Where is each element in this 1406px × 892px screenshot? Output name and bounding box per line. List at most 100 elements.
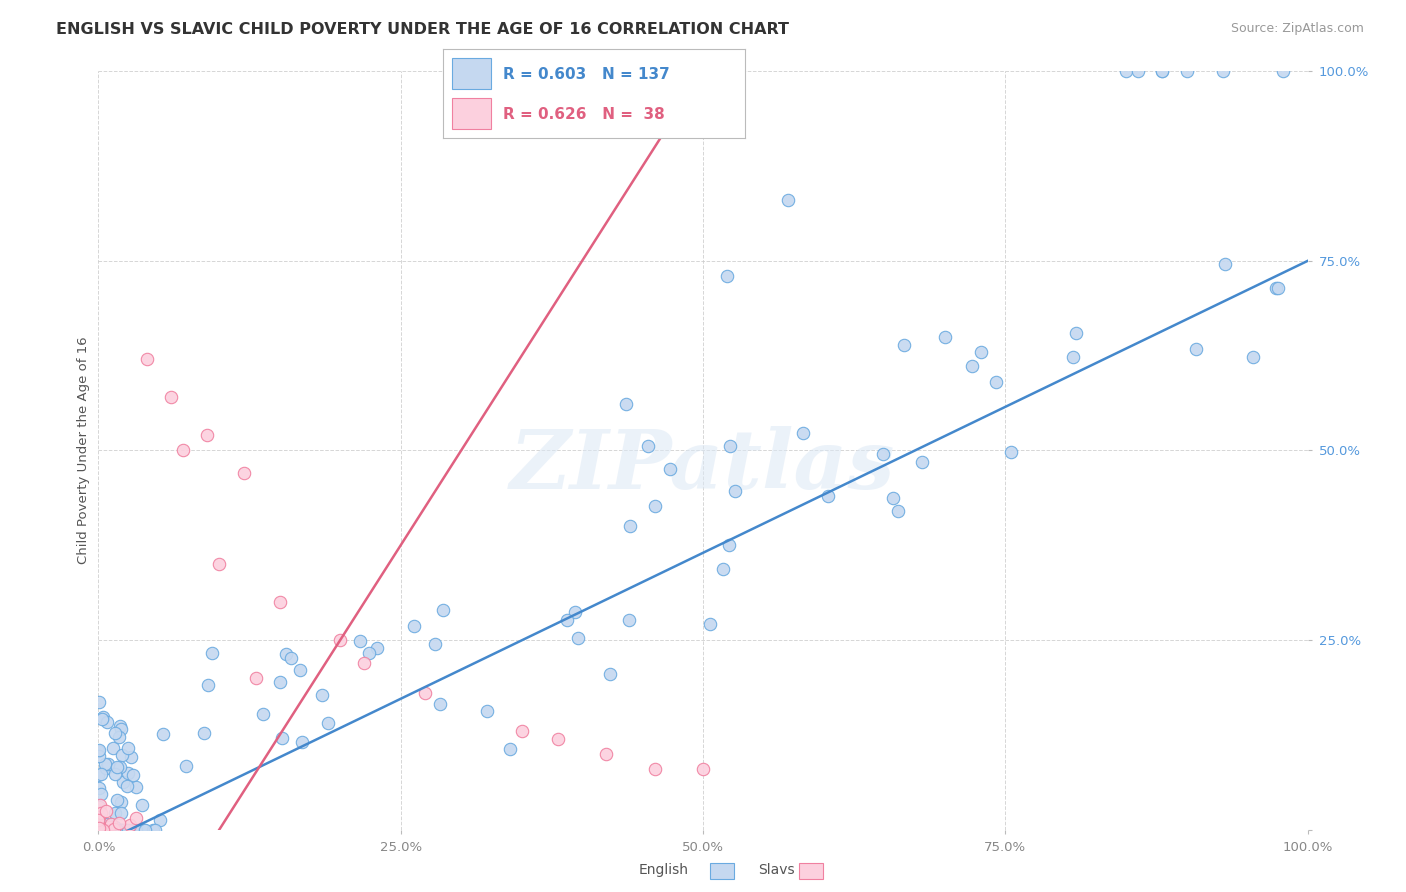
Point: [353, 656, 375, 670]
Point: [87, 813, 110, 827]
Point: [96, 822, 118, 837]
Point: [617, 613, 640, 627]
Point: [201, 646, 224, 660]
Point: [94, 761, 117, 775]
Point: [94, 822, 117, 837]
Point: [195, 428, 218, 442]
Point: [882, 491, 904, 506]
Point: [105, 822, 128, 837]
Text: English: English: [638, 863, 689, 877]
Point: [280, 651, 302, 665]
Point: [291, 735, 314, 749]
Point: [970, 344, 993, 359]
Point: [288, 663, 311, 677]
FancyBboxPatch shape: [451, 58, 491, 89]
Point: [94, 761, 117, 775]
Point: [174, 758, 197, 772]
Point: [125, 811, 148, 825]
Point: [475, 705, 498, 719]
Point: [1212, 64, 1234, 78]
Y-axis label: Child Poverty Under the Age of 16: Child Poverty Under the Age of 16: [77, 336, 90, 565]
Point: [120, 750, 142, 764]
Point: [97, 822, 120, 837]
Point: [97, 757, 120, 772]
Point: [366, 641, 388, 656]
Point: [104, 725, 127, 739]
Point: [93, 822, 115, 837]
Text: ENGLISH VS SLAVIC CHILD POVERTY UNDER THE AGE OF 16 CORRELATION CHART: ENGLISH VS SLAVIC CHILD POVERTY UNDER TH…: [56, 22, 789, 37]
Point: [208, 557, 231, 572]
Point: [1066, 326, 1088, 340]
Point: [316, 716, 339, 731]
Point: [125, 780, 148, 794]
Point: [269, 675, 291, 690]
Point: [87, 822, 110, 837]
Point: [172, 443, 194, 458]
Point: [547, 731, 569, 746]
Point: [817, 489, 839, 503]
Point: [1241, 351, 1264, 365]
Point: [792, 425, 814, 440]
Point: [429, 697, 451, 711]
Point: [718, 439, 741, 453]
Point: [716, 269, 738, 284]
Point: [108, 719, 131, 733]
Point: [103, 822, 125, 837]
Point: [89, 819, 111, 833]
Text: Slavs: Slavs: [758, 863, 794, 877]
Point: [423, 637, 446, 651]
Point: [121, 822, 143, 837]
Point: [107, 793, 129, 807]
Point: [115, 822, 138, 837]
Point: [87, 781, 110, 796]
Point: [692, 762, 714, 776]
Point: [934, 330, 956, 344]
Point: [96, 817, 118, 831]
Point: [131, 797, 153, 812]
Point: [349, 634, 371, 648]
Point: [555, 614, 578, 628]
Point: [152, 726, 174, 740]
Point: [271, 731, 294, 745]
Point: [87, 820, 110, 834]
Point: [94, 756, 117, 771]
Point: [887, 503, 910, 517]
Point: [110, 795, 132, 809]
Point: [1152, 64, 1174, 78]
Point: [510, 724, 533, 739]
Point: [89, 822, 111, 837]
Point: [118, 818, 141, 832]
Point: [97, 822, 120, 837]
Point: [595, 747, 617, 761]
Point: [97, 820, 120, 834]
Point: [94, 804, 117, 818]
Point: [1115, 64, 1137, 78]
Point: [104, 805, 127, 820]
Point: [110, 806, 132, 821]
Point: [117, 741, 139, 756]
Point: [90, 822, 112, 836]
Point: [87, 822, 110, 837]
Point: [87, 821, 110, 835]
Point: [644, 500, 666, 514]
Point: [87, 822, 110, 837]
Point: [87, 822, 110, 837]
Point: [110, 822, 132, 837]
Point: [90, 806, 112, 821]
Point: [90, 787, 112, 801]
Point: [232, 467, 254, 481]
Point: [87, 822, 110, 836]
Text: ZIPatlas: ZIPatlas: [510, 425, 896, 506]
Point: [93, 822, 115, 837]
Point: [142, 822, 165, 837]
Point: [564, 605, 586, 619]
Point: [1267, 281, 1289, 295]
Text: Source: ZipAtlas.com: Source: ZipAtlas.com: [1230, 22, 1364, 36]
Point: [108, 816, 131, 830]
Point: [97, 822, 120, 837]
Point: [960, 359, 983, 373]
Point: [644, 762, 666, 776]
Point: [93, 822, 115, 837]
Point: [91, 712, 114, 726]
Point: [115, 779, 138, 793]
